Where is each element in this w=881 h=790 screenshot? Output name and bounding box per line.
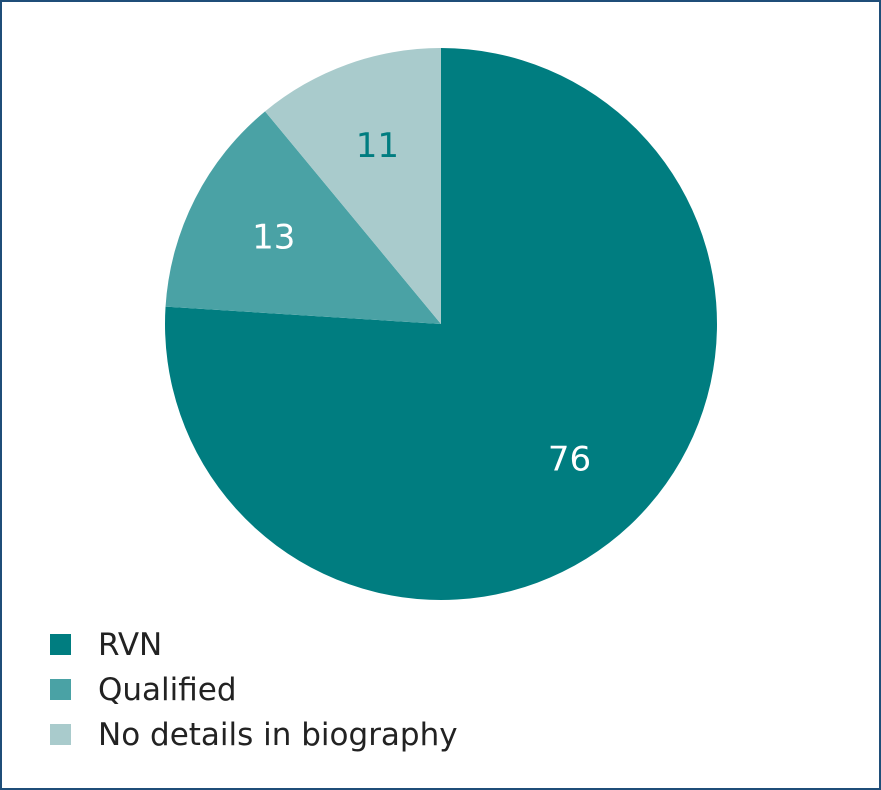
legend-label-qualified: Qualified	[98, 671, 237, 708]
data-label-rvn: 76	[548, 439, 591, 479]
legend-item-no-details: No details in biography	[50, 712, 458, 757]
legend-swatch-no-details	[50, 724, 71, 745]
pie-slice-no-details	[265, 47, 441, 324]
legend-swatch-qualified	[50, 679, 71, 700]
legend-label-rvn: RVN	[98, 626, 163, 663]
legend: RVN Qualified No details in biography	[50, 622, 458, 757]
legend-label-no-details: No details in biography	[98, 716, 458, 753]
legend-swatch-rvn	[50, 634, 71, 655]
pie-slices	[165, 47, 718, 600]
pie-data-labels: 76 13 11	[252, 126, 591, 479]
legend-item-rvn: RVN	[50, 622, 458, 667]
data-label-qualified: 13	[252, 217, 295, 257]
data-label-no-details: 11	[356, 126, 399, 166]
pie-slice-qualified	[165, 111, 441, 324]
pie-slice-rvn	[165, 48, 718, 600]
legend-item-qualified: Qualified	[50, 667, 458, 712]
